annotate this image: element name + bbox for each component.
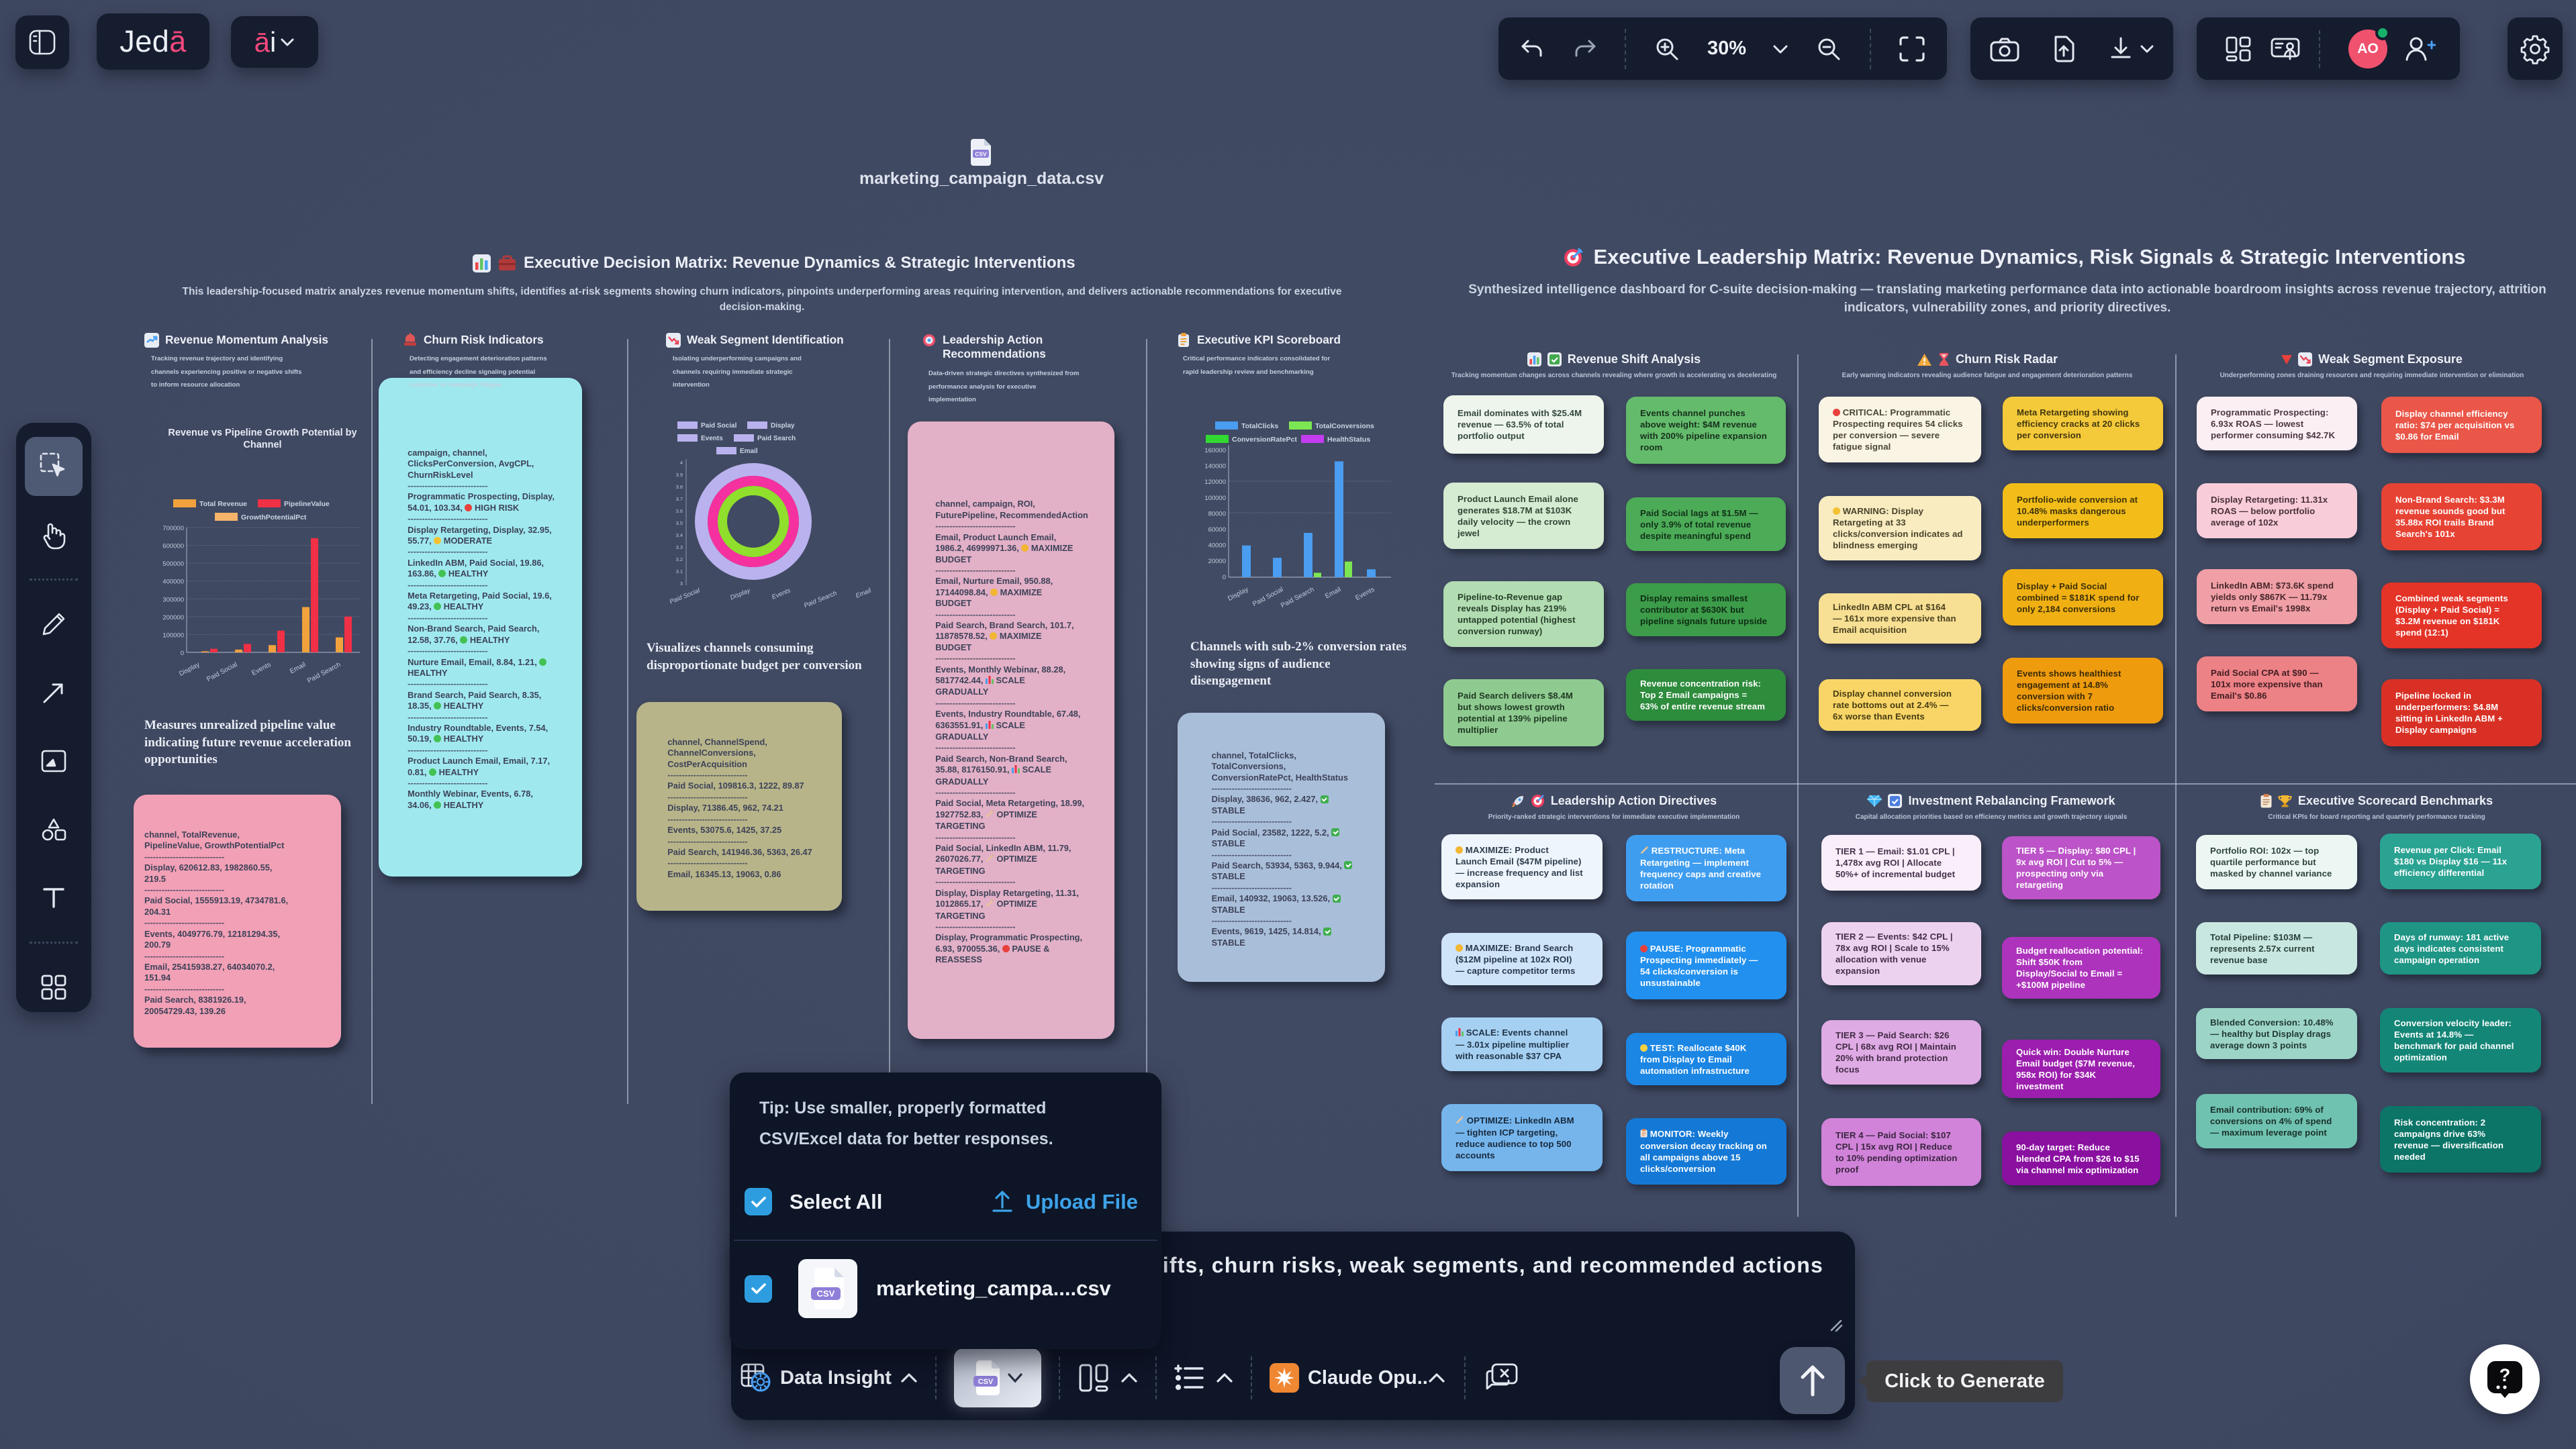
svg-text:3.7: 3.7 bbox=[676, 496, 683, 502]
svg-text:3: 3 bbox=[680, 581, 683, 587]
svg-text:?: ? bbox=[2499, 1365, 2511, 1385]
svg-text:Paid Social: Paid Social bbox=[1251, 586, 1284, 608]
svg-text:CSV: CSV bbox=[817, 1289, 835, 1299]
svg-text:400000: 400000 bbox=[162, 579, 184, 586]
svg-text:ConversionRatePct: ConversionRatePct bbox=[1232, 436, 1297, 444]
svg-text:Paid Search: Paid Search bbox=[803, 590, 838, 610]
svg-text:3.4: 3.4 bbox=[676, 532, 683, 538]
svg-text:120000: 120000 bbox=[1204, 479, 1226, 486]
svg-text:Events: Events bbox=[250, 661, 272, 677]
svg-text:CSV: CSV bbox=[978, 1378, 994, 1386]
svg-text:3.5: 3.5 bbox=[676, 520, 683, 526]
svg-text:Paid Search: Paid Search bbox=[757, 435, 796, 442]
svg-text:Paid Search: Paid Search bbox=[1280, 586, 1315, 609]
svg-text:200000: 200000 bbox=[162, 614, 184, 621]
svg-text:3.3: 3.3 bbox=[676, 544, 683, 550]
svg-text:Display: Display bbox=[771, 422, 795, 430]
svg-text:HealthStatus: HealthStatus bbox=[1327, 436, 1370, 444]
svg-text:80000: 80000 bbox=[1208, 510, 1226, 517]
svg-text:20000: 20000 bbox=[1208, 558, 1226, 565]
svg-text:600000: 600000 bbox=[162, 543, 184, 550]
svg-text:140000: 140000 bbox=[1204, 463, 1226, 470]
svg-text:500000: 500000 bbox=[162, 560, 184, 568]
svg-text:0: 0 bbox=[181, 650, 184, 657]
svg-text:3.8: 3.8 bbox=[676, 484, 683, 490]
svg-text:CSV: CSV bbox=[975, 151, 987, 158]
svg-text:3.1: 3.1 bbox=[676, 568, 683, 574]
svg-text:TotalClicks: TotalClicks bbox=[1241, 422, 1278, 430]
svg-text:Paid Social: Paid Social bbox=[701, 422, 737, 430]
svg-text:TotalConversions: TotalConversions bbox=[1315, 422, 1374, 430]
svg-text:Email: Email bbox=[855, 587, 873, 599]
svg-text:GrowthPotentialPct: GrowthPotentialPct bbox=[241, 513, 307, 521]
svg-text:Display: Display bbox=[178, 661, 201, 678]
svg-text:300000: 300000 bbox=[162, 596, 184, 603]
svg-text:PipelineValue: PipelineValue bbox=[284, 500, 330, 508]
svg-text:Display: Display bbox=[1227, 586, 1249, 603]
svg-text:Total Revenue: Total Revenue bbox=[199, 500, 247, 508]
svg-text:700000: 700000 bbox=[162, 525, 184, 532]
svg-text:Events: Events bbox=[771, 587, 792, 601]
svg-text:40000: 40000 bbox=[1208, 542, 1226, 550]
svg-text:Paid Social: Paid Social bbox=[669, 587, 702, 605]
svg-text:Events: Events bbox=[1354, 586, 1376, 602]
svg-text:Display: Display bbox=[729, 587, 752, 601]
svg-text:Email: Email bbox=[740, 448, 758, 455]
svg-text:0: 0 bbox=[1223, 574, 1226, 581]
svg-text:160000: 160000 bbox=[1204, 447, 1226, 454]
svg-text:60000: 60000 bbox=[1208, 526, 1226, 534]
svg-text:4: 4 bbox=[680, 460, 683, 466]
svg-text:Events: Events bbox=[701, 435, 723, 442]
svg-text:3.9: 3.9 bbox=[676, 472, 683, 478]
svg-text:Email: Email bbox=[1324, 586, 1342, 600]
svg-text:Paid Social: Paid Social bbox=[205, 661, 238, 683]
svg-text:100000: 100000 bbox=[162, 632, 184, 639]
svg-text:3.2: 3.2 bbox=[676, 556, 683, 562]
svg-text:Email: Email bbox=[289, 661, 307, 675]
svg-text:3.6: 3.6 bbox=[676, 508, 683, 514]
svg-text:Paid Search: Paid Search bbox=[306, 661, 342, 685]
svg-text:100000: 100000 bbox=[1204, 495, 1226, 502]
